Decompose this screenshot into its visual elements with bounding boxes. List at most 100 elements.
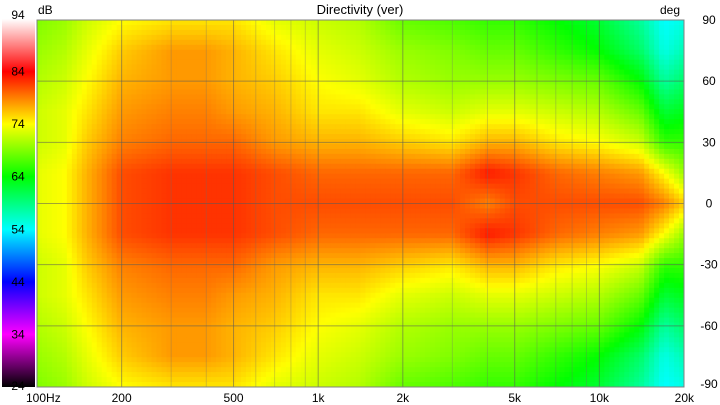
heatmap-cell [460,94,466,100]
heatmap-cell [340,193,347,200]
heatmap-cell [564,178,571,185]
heatmap-cell [589,20,596,26]
heatmap-cell [66,203,73,210]
heatmap-cell [579,104,586,110]
heatmap-cell [37,119,43,125]
heatmap-cell [634,163,640,170]
heatmap-cell [494,188,501,195]
heatmap-cell [310,79,317,86]
heatmap-cell [275,153,282,160]
heatmap-cell [484,158,491,165]
heatmap-cell [246,94,252,100]
heatmap-cell [146,20,153,26]
heatmap-cell [300,148,307,155]
heatmap-cell [509,64,516,71]
heatmap-cell [539,104,546,110]
heatmap-cell [166,163,172,170]
heatmap-cell [440,89,446,95]
heatmap-cell [295,29,302,36]
heatmap-cell [191,193,197,200]
heatmap-cell [644,99,650,105]
heatmap-cell [176,34,182,41]
heatmap-cell [385,69,391,76]
heatmap-cell [260,49,267,56]
heatmap-cell [211,34,217,41]
heatmap-cell [435,104,441,110]
heatmap-cell [549,153,556,160]
heatmap-cell [300,203,307,210]
heatmap-cell [435,94,441,100]
heatmap-cell [221,114,227,120]
heatmap-cell [425,99,431,105]
heatmap-cell [574,34,581,41]
heatmap-cell [345,34,352,41]
heatmap-cell [559,24,566,31]
heatmap-cell [51,139,58,145]
heatmap-cell [350,79,357,86]
heatmap-cell [669,109,675,115]
heatmap-cell [629,20,635,26]
heatmap-cell [370,20,377,26]
heatmap-cell [504,24,511,31]
heatmap-cell [450,119,456,125]
heatmap-cell [589,173,596,180]
heatmap-cell [574,39,581,46]
heatmap-cell [460,178,466,185]
heatmap-cell [489,168,496,175]
heatmap-cell [435,24,441,31]
heatmap-cell [574,24,581,31]
heatmap-cell [614,148,620,155]
heatmap-cell [320,104,327,110]
heatmap-cell [415,89,421,95]
heatmap-cell [469,178,476,185]
heatmap-cell [624,148,630,155]
heatmap-cell [71,198,78,205]
heatmap-cell [390,89,396,95]
heatmap-cell [405,64,411,71]
heatmap-cell [216,183,222,190]
heatmap-cell [370,49,377,56]
heatmap-cell [554,163,561,170]
heatmap-cell [594,109,600,115]
heatmap-cell [629,104,635,110]
heatmap-cell [519,89,526,95]
heatmap-cell [41,29,48,36]
heatmap-cell [489,74,496,81]
heatmap-cell [524,143,531,150]
heatmap-cell [91,163,98,170]
heatmap-cell [51,114,58,120]
heatmap-cell [290,139,297,145]
heatmap-cell [335,148,342,155]
heatmap-cell [141,173,148,180]
heatmap-cell [465,79,471,86]
heatmap-cell [131,168,138,175]
heatmap-cell [221,84,227,91]
heatmap-cell [290,148,297,155]
heatmap-cell [594,49,600,56]
heatmap-cell [260,114,267,120]
heatmap-cell [320,59,327,66]
heatmap-cell [116,64,123,71]
heatmap-cell [290,143,297,150]
heatmap-cell [455,168,461,175]
heatmap-cell [37,188,43,195]
heatmap-cell [121,54,128,61]
heatmap-cell [181,163,187,170]
heatmap-cell [81,104,88,110]
heatmap-cell [499,193,506,200]
heatmap-cell [569,20,576,26]
heatmap-cell [270,139,277,145]
heatmap-cell [654,134,660,140]
heatmap-cell [300,34,307,41]
heatmap-cell [649,54,655,61]
heatmap-cell [206,143,212,150]
heatmap-cell [355,69,362,76]
heatmap-cell [659,24,665,31]
heatmap-cell [270,148,277,155]
heatmap-cell [564,89,571,95]
heatmap-cell [41,24,48,31]
heatmap-cell [295,208,302,215]
heatmap-cell [664,168,670,175]
heatmap-cell [86,119,93,125]
heatmap-cell [211,39,217,46]
